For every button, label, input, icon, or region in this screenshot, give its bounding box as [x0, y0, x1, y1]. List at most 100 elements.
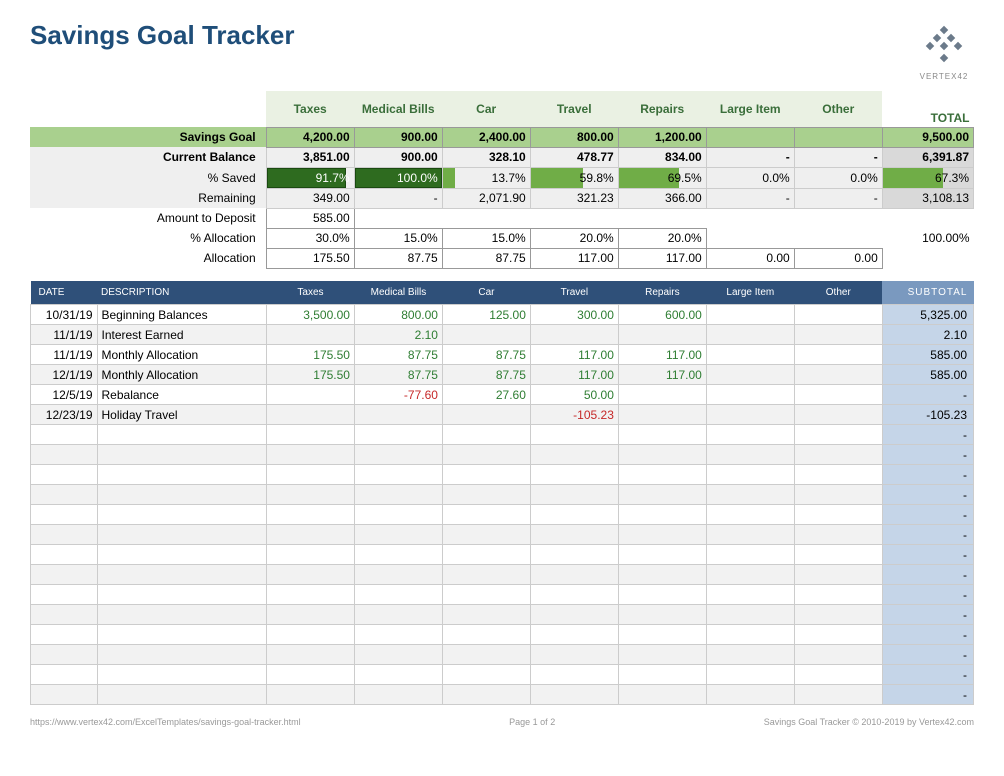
- ledger-value[interactable]: 50.00: [530, 385, 618, 405]
- cat-header: Taxes: [266, 91, 354, 127]
- ledger-value[interactable]: -77.60: [354, 385, 442, 405]
- ledger-value[interactable]: [354, 405, 442, 425]
- ledger-date[interactable]: 12/23/19: [31, 405, 98, 425]
- ledger-date[interactable]: 11/1/19: [31, 325, 98, 345]
- ledger-value[interactable]: 87.75: [354, 345, 442, 365]
- percent-allocation-row: % Allocation 30.0% 15.0% 15.0% 20.0% 20.…: [30, 228, 974, 248]
- desc-header: DESCRIPTION: [97, 281, 267, 305]
- ledger-value[interactable]: 600.00: [618, 305, 706, 325]
- pct-saved-total: 67.3%: [882, 167, 973, 188]
- ledger-row-empty[interactable]: -: [31, 445, 974, 465]
- ledger-value[interactable]: [706, 405, 794, 425]
- ledger-row-empty[interactable]: -: [31, 485, 974, 505]
- ledger-value[interactable]: 300.00: [530, 305, 618, 325]
- savings-goal-row: Savings Goal 4,200.00 900.00 2,400.00 80…: [30, 127, 974, 147]
- ledger-value[interactable]: 175.50: [267, 345, 355, 365]
- ledger-value[interactable]: 2.10: [354, 325, 442, 345]
- ledger-row-empty[interactable]: -: [31, 425, 974, 445]
- ledger-value[interactable]: [794, 385, 882, 405]
- ledger-value[interactable]: [706, 385, 794, 405]
- ledger-cat-header: Car: [442, 281, 530, 305]
- ledger-row-empty[interactable]: -: [31, 585, 974, 605]
- ledger-row-empty[interactable]: -: [31, 525, 974, 545]
- ledger-value[interactable]: 3,500.00: [267, 305, 355, 325]
- ledger-table: DATE DESCRIPTION Taxes Medical Bills Car…: [30, 281, 974, 706]
- ledger-subtotal: -: [882, 385, 973, 405]
- ledger-row-empty[interactable]: -: [31, 605, 974, 625]
- ledger-row-empty[interactable]: -: [31, 685, 974, 705]
- cat-header: Repairs: [618, 91, 706, 127]
- subtotal-header: SUBTOTAL: [882, 281, 973, 305]
- ledger-value[interactable]: -105.23: [530, 405, 618, 425]
- ledger-date[interactable]: 12/1/19: [31, 365, 98, 385]
- ledger-value[interactable]: 117.00: [530, 365, 618, 385]
- ledger-row[interactable]: 12/1/19Monthly Allocation175.5087.7587.7…: [31, 365, 974, 385]
- ledger-date[interactable]: 11/1/19: [31, 345, 98, 365]
- ledger-value[interactable]: [618, 385, 706, 405]
- ledger-value[interactable]: [794, 365, 882, 385]
- ledger-row-empty[interactable]: -: [31, 665, 974, 685]
- ledger-date[interactable]: 12/5/19: [31, 385, 98, 405]
- ledger-value[interactable]: 27.60: [442, 385, 530, 405]
- ledger-row-empty[interactable]: -: [31, 645, 974, 665]
- ledger-row-empty[interactable]: -: [31, 545, 974, 565]
- ledger-value[interactable]: 117.00: [618, 365, 706, 385]
- ledger-desc[interactable]: Interest Earned: [97, 325, 267, 345]
- ledger-value[interactable]: 117.00: [618, 345, 706, 365]
- date-header: DATE: [31, 281, 98, 305]
- ledger-row-empty[interactable]: -: [31, 565, 974, 585]
- ledger-desc[interactable]: Rebalance: [97, 385, 267, 405]
- ledger-subtotal: 2.10: [882, 325, 973, 345]
- amount-to-deposit-row: Amount to Deposit 585.00: [30, 208, 974, 228]
- ledger-value[interactable]: 87.75: [442, 365, 530, 385]
- ledger-subtotal: 585.00: [882, 345, 973, 365]
- page-footer: https://www.vertex42.com/ExcelTemplates/…: [30, 713, 974, 727]
- ledger-value[interactable]: [706, 305, 794, 325]
- ledger-value[interactable]: [267, 385, 355, 405]
- ledger-value[interactable]: 800.00: [354, 305, 442, 325]
- ledger-cat-header: Large Item: [706, 281, 794, 305]
- ledger-value[interactable]: 87.75: [442, 345, 530, 365]
- ledger-desc[interactable]: Monthly Allocation: [97, 345, 267, 365]
- ledger-value[interactable]: 125.00: [442, 305, 530, 325]
- ledger-value[interactable]: [706, 345, 794, 365]
- ledger-date[interactable]: 10/31/19: [31, 305, 98, 325]
- ledger-cat-header: Other: [794, 281, 882, 305]
- ledger-value[interactable]: 175.50: [267, 365, 355, 385]
- ledger-value[interactable]: 87.75: [354, 365, 442, 385]
- ledger-header-row: DATE DESCRIPTION Taxes Medical Bills Car…: [31, 281, 974, 305]
- ledger-value[interactable]: [794, 405, 882, 425]
- ledger-value[interactable]: [706, 325, 794, 345]
- current-balance-row: Current Balance 3,851.00 900.00 328.10 4…: [30, 147, 974, 167]
- ledger-value[interactable]: [618, 405, 706, 425]
- ledger-desc[interactable]: Beginning Balances: [97, 305, 267, 325]
- ledger-row[interactable]: 12/5/19Rebalance -77.6027.6050.00 -: [31, 385, 974, 405]
- ledger-cat-header: Repairs: [618, 281, 706, 305]
- ledger-value[interactable]: [267, 405, 355, 425]
- cat-header: Medical Bills: [354, 91, 442, 127]
- ledger-desc[interactable]: Holiday Travel: [97, 405, 267, 425]
- pct-saved-cell: 59.8%: [530, 167, 618, 188]
- ledger-row[interactable]: 11/1/19Monthly Allocation175.5087.7587.7…: [31, 345, 974, 365]
- ledger-value[interactable]: [442, 405, 530, 425]
- ledger-row-empty[interactable]: -: [31, 625, 974, 645]
- category-header-row: Taxes Medical Bills Car Travel Repairs L…: [30, 91, 974, 127]
- ledger-value[interactable]: [794, 345, 882, 365]
- ledger-row-empty[interactable]: -: [31, 505, 974, 525]
- ledger-value[interactable]: [267, 325, 355, 345]
- ledger-value[interactable]: [794, 325, 882, 345]
- ledger-value[interactable]: [794, 305, 882, 325]
- ledger-row[interactable]: 12/23/19Holiday Travel-105.23-105.23: [31, 405, 974, 425]
- cat-header: Car: [442, 91, 530, 127]
- pct-saved-cell: 91.7%: [266, 167, 354, 188]
- ledger-row[interactable]: 11/1/19Interest Earned 2.10 2.10: [31, 325, 974, 345]
- ledger-value[interactable]: [706, 365, 794, 385]
- ledger-desc[interactable]: Monthly Allocation: [97, 365, 267, 385]
- ledger-row[interactable]: 10/31/19Beginning Balances3,500.00800.00…: [31, 305, 974, 325]
- ledger-value[interactable]: [442, 325, 530, 345]
- ledger-value[interactable]: 117.00: [530, 345, 618, 365]
- ledger-row-empty[interactable]: -: [31, 465, 974, 485]
- ledger-value[interactable]: [530, 325, 618, 345]
- ledger-value[interactable]: [618, 325, 706, 345]
- pct-saved-cell: 0.0%: [706, 167, 794, 188]
